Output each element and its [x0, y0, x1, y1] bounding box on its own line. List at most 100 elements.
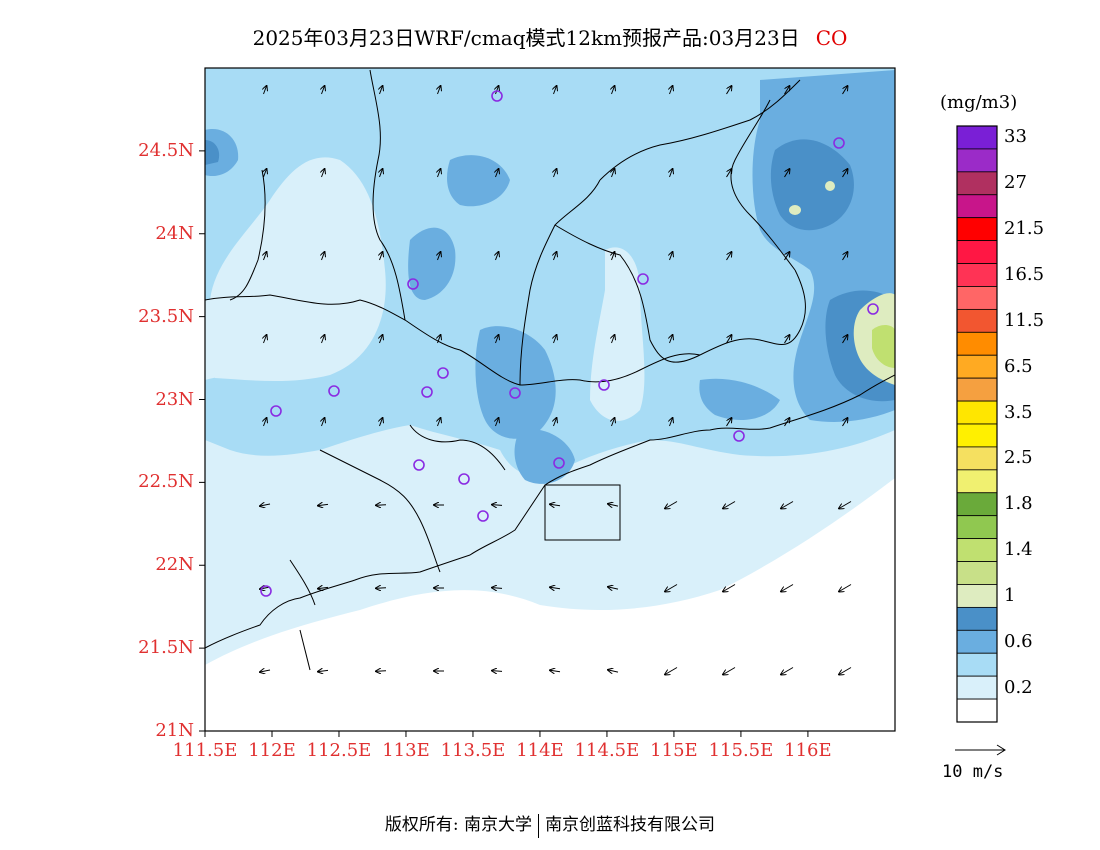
wind-arrow: [550, 587, 561, 589]
wind-arrow: [438, 86, 441, 95]
station-marker: [833, 137, 845, 149]
colorbar-cell: [956, 308, 998, 333]
station-marker: [421, 386, 433, 398]
wind-arrow: [496, 335, 499, 344]
wind-arrow: [322, 86, 325, 95]
wind-arrow: [781, 501, 794, 509]
colorbar-cell: [956, 171, 998, 196]
colorbar-cell: [956, 606, 998, 631]
colorbar-unit: (mg/m3): [940, 92, 1018, 113]
wind-arrow: [376, 505, 387, 506]
wind-arrow: [380, 418, 383, 427]
field-level-0.6: [205, 68, 895, 477]
wind-arrow: [554, 169, 557, 178]
copyright-left: 版权所有: 南京大学: [384, 815, 533, 835]
concentration-field: [205, 68, 895, 731]
colorbar-cell: [956, 469, 998, 494]
axis-ticks: [199, 150, 809, 737]
copyright-separator: [538, 813, 540, 838]
colorbar-cell: [956, 125, 998, 150]
colorbar-cell: [956, 217, 998, 242]
wind-arrow: [842, 418, 848, 427]
colorbar-label: 0.6: [1004, 630, 1033, 652]
wind-arrow: [496, 418, 499, 427]
station-marker: [733, 430, 745, 442]
wind-arrow: [322, 169, 325, 178]
title-text: 2025年03月23日WRF/cmaq模式12km预报产品:03月23日: [252, 26, 800, 50]
wind-arrow: [784, 252, 790, 261]
lon-label: 115.5E: [708, 740, 774, 761]
pollutant-label: CO: [815, 26, 848, 50]
wind-arrow: [380, 335, 383, 344]
wind-arrow: [612, 252, 615, 261]
wind-arrow: [322, 335, 325, 344]
colorbar-label: 11.5: [1004, 309, 1045, 331]
wind-arrow: [723, 667, 736, 675]
colorbar-label: 1.8: [1004, 493, 1033, 515]
wind-arrow: [322, 252, 325, 261]
wind-arrow: [781, 667, 794, 675]
wind-arrow: [492, 671, 503, 672]
wind-arrow: [726, 335, 732, 344]
lat-label: 23.5N: [138, 305, 194, 327]
colorbar-label: 16.5: [1004, 264, 1045, 285]
lat-label: 21N: [155, 720, 194, 741]
lat-label: 21.5N: [138, 637, 194, 659]
wind-arrow: [726, 418, 732, 427]
wind-arrow: [839, 501, 852, 509]
lon-label: 112E: [248, 740, 296, 761]
wind-arrow: [550, 504, 561, 506]
wind-arrow: [670, 252, 673, 261]
colorbar-cell: [956, 423, 998, 448]
colorbar-cell: [956, 698, 998, 723]
copyright-right: 南京创蓝科技有限公司: [545, 815, 716, 835]
colorbar-label: 27: [1004, 172, 1027, 194]
wind-arrow: [612, 86, 615, 95]
wind-arrow: [723, 584, 736, 592]
wind-arrow: [318, 504, 329, 505]
lon-label: 112.5E: [306, 740, 372, 761]
lat-label: 22.5N: [138, 471, 194, 493]
colorbar-cell: [956, 148, 998, 173]
colorbar-label: 0.2: [1004, 676, 1033, 698]
wind-arrow: [670, 335, 673, 344]
wind-arrow: [496, 252, 499, 261]
colorbar-label: 21.5: [1004, 218, 1045, 240]
colorbar-frame: [956, 125, 998, 723]
lon-label: 116E: [784, 740, 832, 761]
chart-title: 2025年03月23日WRF/cmaq模式12km预报产品:03月23日 CO: [0, 22, 1100, 51]
lon-label: 111.5E: [172, 740, 238, 761]
colorbar-cell: [956, 584, 998, 608]
colorbar-cell: [956, 446, 998, 471]
station-marker: [270, 405, 282, 417]
wind-arrow: [438, 169, 441, 178]
colorbar-cell: [956, 263, 998, 287]
wind-arrow: [839, 584, 852, 592]
wind-arrow: [376, 671, 387, 672]
colorbar-label: 2.5: [1004, 447, 1033, 469]
wind-arrow: [260, 504, 271, 506]
colorbar-cell: [956, 194, 998, 219]
colorbar-label: 6.5: [1004, 355, 1033, 377]
station-marker: [260, 585, 272, 597]
colorbar-cell: [956, 538, 998, 562]
boundaries: [205, 69, 895, 671]
copyright: 版权所有: 南京大学 南京创蓝科技有限公司: [0, 810, 1100, 838]
colorbar-label: 1: [1004, 584, 1016, 606]
wind-arrow: [608, 504, 619, 506]
wind-arrow: [612, 169, 615, 178]
wind-arrow: [492, 505, 503, 506]
colorbar-cell: [956, 515, 998, 540]
wind-arrow: [264, 86, 267, 95]
wind-arrow: [318, 587, 329, 588]
wind-arrow: [438, 252, 441, 261]
lon-label: 113E: [382, 740, 430, 761]
lon-label: 113.5E: [440, 740, 506, 761]
wind-reference-label: 10 m/s: [942, 762, 1004, 782]
wind-arrow: [438, 335, 441, 344]
wind-arrow: [784, 335, 790, 344]
wind-arrow: [318, 670, 329, 671]
lat-label: 22N: [155, 554, 194, 576]
colorbar-cell: [956, 675, 998, 700]
